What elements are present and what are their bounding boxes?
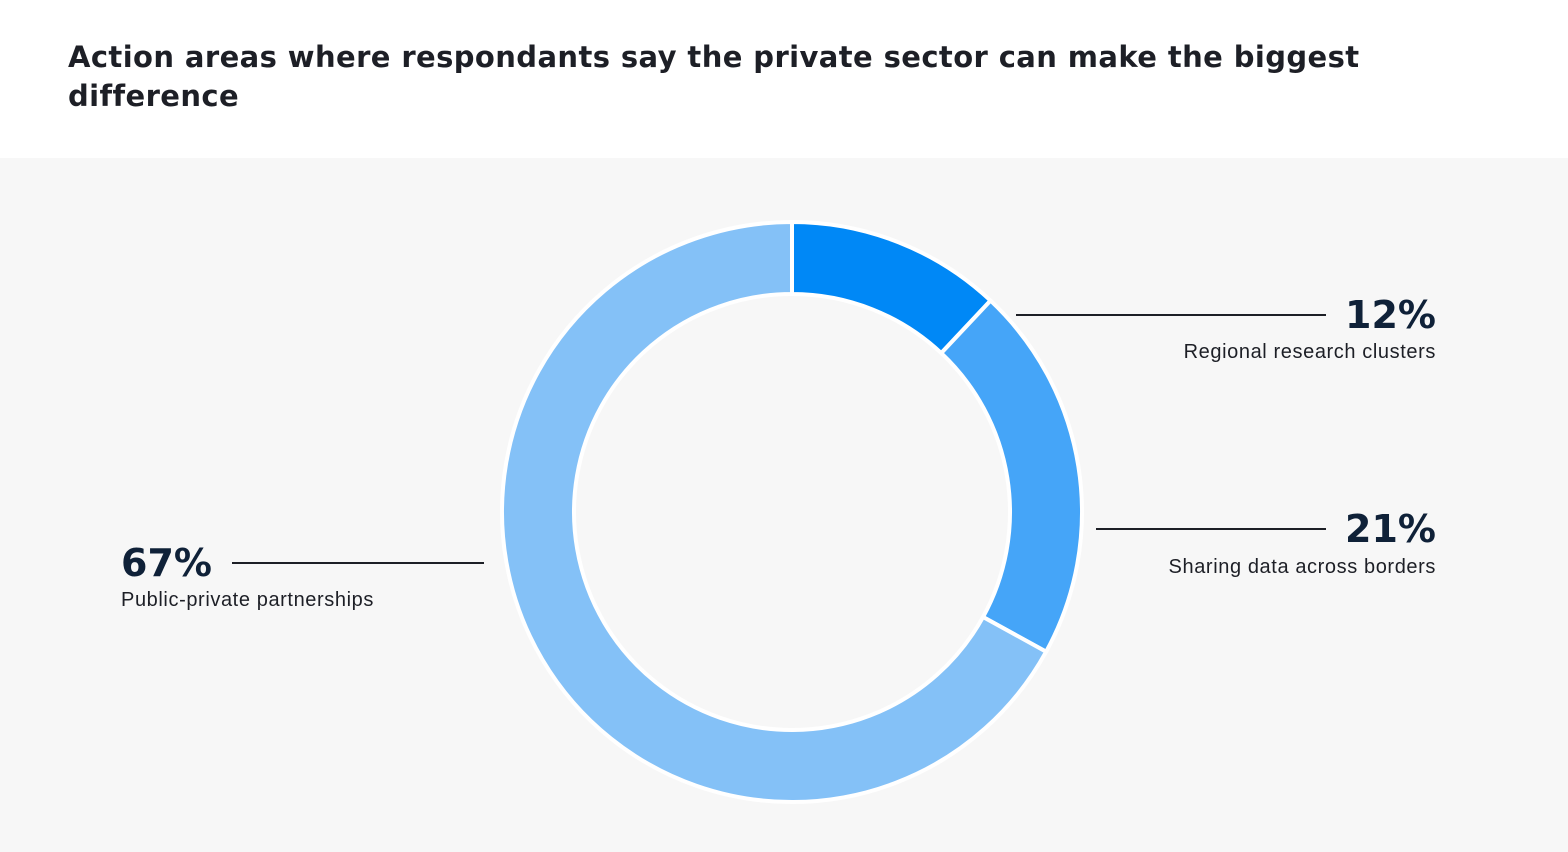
slice-value-label: 67%	[121, 541, 212, 585]
slice-category-label: Public-private partnerships	[121, 589, 374, 611]
header: Action areas where respondants say the p…	[0, 0, 1568, 158]
chart-title: Action areas where respondants say the p…	[68, 40, 1360, 113]
donut-slice-sharing-data-across-borders	[938, 297, 1084, 655]
slice-annotations: 12% Regional research clusters 21% Sharing …	[121, 293, 1436, 611]
slice-category-label: Regional research clusters	[1184, 341, 1436, 363]
slice-value-label: 12%	[1345, 293, 1436, 337]
slice-category-label: Sharing data across borders	[1169, 556, 1436, 578]
donut-slice-public-private-partnerships	[500, 219, 1049, 804]
slice-value-label: 21%	[1345, 507, 1436, 551]
donut-slices	[500, 219, 1084, 804]
